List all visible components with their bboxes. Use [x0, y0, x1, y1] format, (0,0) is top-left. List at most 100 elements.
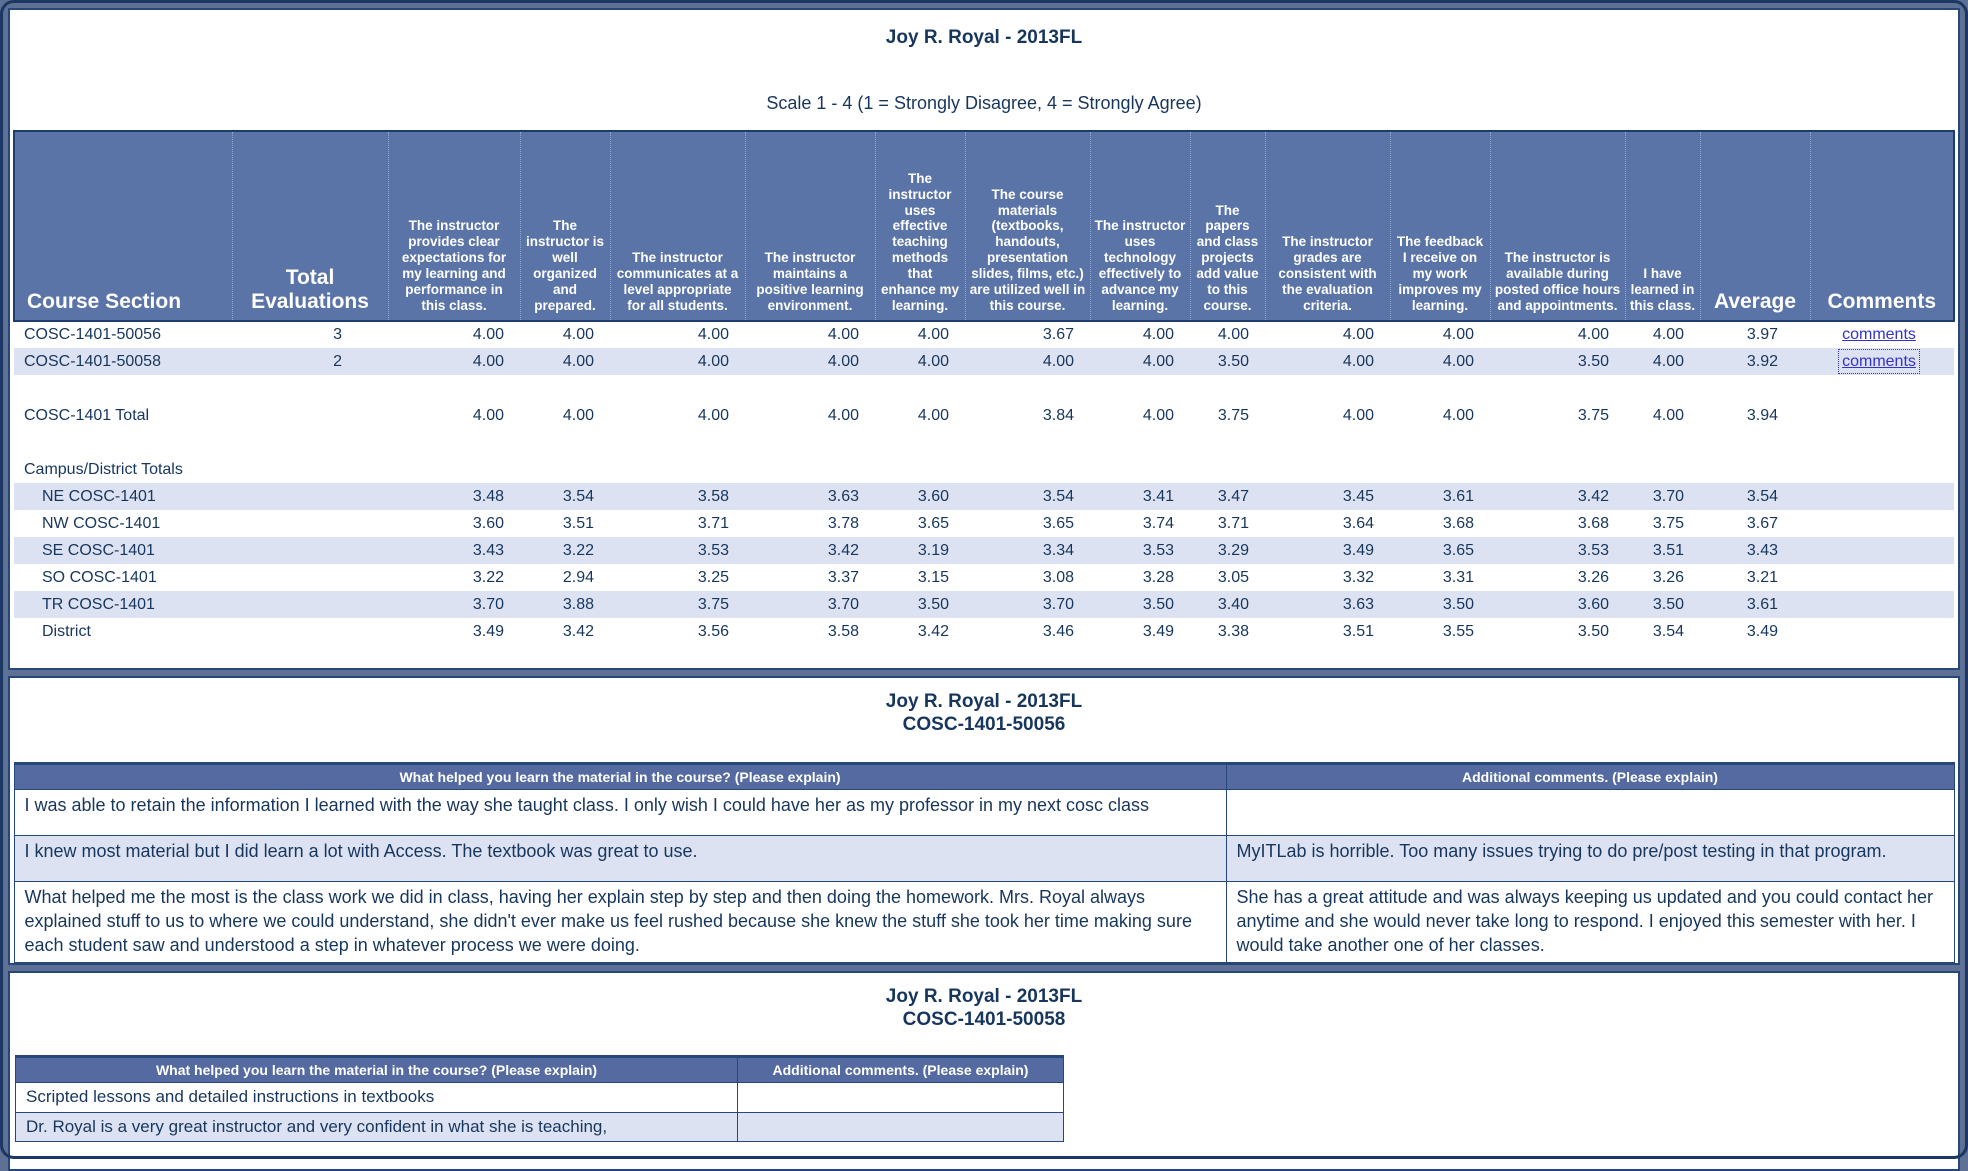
score-cell-q10: 4.00	[1442, 326, 1474, 343]
score-cell-q12: 3.54	[1652, 622, 1684, 640]
course-label: COSC-1401 Total	[24, 406, 150, 424]
additional-comment-cell	[1225, 789, 1955, 836]
score-cell-q2: 3.88	[520, 591, 610, 618]
section-row-50056: COSC-1401-50056 3 4.00 4.00 4.00 4.00 4.00 3.67…	[14, 321, 1954, 348]
score-cell-q2: 3.22	[520, 537, 610, 564]
comments-header-row: What helped you learn the material in th…	[13, 762, 1955, 790]
score-cell-q8: 3.50	[1190, 348, 1265, 375]
course-label: SO COSC-1401	[42, 568, 157, 586]
comments-body-50056: I was able to retain the information I l…	[13, 789, 1955, 963]
col-additional-comments: Additional comments. (Please explain)	[1225, 762, 1955, 790]
col-question-7: The instructor uses technology effective…	[1089, 130, 1190, 322]
score-cell-q10: 3.50	[1390, 591, 1490, 618]
comments-table-50058: What helped you learn the material in th…	[15, 1055, 1064, 1143]
evaluation-table: Course Section Total Evaluations The ins…	[13, 130, 1955, 645]
score-cell-q1: 3.70	[388, 591, 520, 618]
score-cell-q11: 3.75	[1577, 406, 1609, 424]
col-question-2: The instructor is well organized and pre…	[519, 130, 610, 322]
average-value: 3.21	[1746, 568, 1778, 586]
col-average: Average	[1699, 130, 1810, 322]
score-cell-q4: 4.00	[827, 406, 859, 424]
score-cell-q2: 4.00	[562, 326, 594, 343]
score-cell-q3: 4.00	[697, 406, 729, 424]
comments-link[interactable]: comments	[1842, 326, 1916, 343]
score-cell-q2: 3.51	[562, 514, 594, 532]
comments-cell	[1810, 618, 1954, 645]
score-cell-q4: 3.42	[745, 537, 875, 564]
score-cell-q12: 3.75	[1652, 514, 1684, 532]
score-cell-q10: 3.31	[1442, 568, 1474, 586]
score-cell-q8: 3.40	[1190, 591, 1265, 618]
score-cell-q12: 3.26	[1652, 568, 1684, 586]
col-question-6: The course materials (textbooks, handout…	[964, 130, 1090, 322]
score-cell-q11: 3.53	[1490, 537, 1625, 564]
average-value: 3.61	[1700, 591, 1810, 618]
score-cell-q4: 3.70	[745, 591, 875, 618]
score-cell-q6: 3.67	[1042, 326, 1074, 343]
comments-body-50058: Scripted lessons and detailed instructio…	[15, 1082, 1064, 1143]
score-cell-q4: 3.63	[745, 483, 875, 510]
score-cell-q2: 4.00	[562, 406, 594, 424]
score-cell-q7: 3.74	[1142, 514, 1174, 532]
score-cell-q5: 4.00	[917, 326, 949, 343]
score-cell-q4: 4.00	[827, 326, 859, 343]
score-cell-q12: 4.00	[1652, 406, 1684, 424]
score-cell-q9: 4.00	[1342, 326, 1374, 343]
campus-row: NW COSC-1401 3.60 3.51 3.71 3.78 3.65 3.65 3.74…	[14, 510, 1954, 537]
score-cell-q1: 4.00	[472, 406, 504, 424]
total-evaluations-value	[232, 510, 388, 537]
score-cell-q8: 3.71	[1217, 514, 1249, 532]
col-question-4: The instructor maintains a positive lear…	[744, 130, 875, 322]
score-cell-q6: 3.34	[965, 537, 1090, 564]
score-cell-q1: 3.48	[388, 483, 520, 510]
score-cell-q10: 3.68	[1442, 514, 1474, 532]
score-cell-q5: 4.00	[917, 406, 949, 424]
total-evaluations-value	[232, 537, 388, 564]
comment-row: Dr. Royal is a very great instructor and…	[15, 1111, 1064, 1143]
campus-row: SE COSC-1401 3.43 3.22 3.53 3.42 3.19 3.34 3.53…	[14, 537, 1954, 564]
course-label: COSC-1401-50056	[24, 326, 161, 343]
course-total-row: COSC-1401 Total 4.00 4.00 4.00 4.00 4.00 3.84 4…	[14, 402, 1954, 429]
average-value: 3.67	[1746, 514, 1778, 532]
score-cell-q6: 3.84	[1042, 406, 1074, 424]
score-cell-q11: 3.26	[1577, 568, 1609, 586]
score-cell-q9: 3.49	[1265, 537, 1390, 564]
comments-link[interactable]: comments	[1838, 348, 1920, 374]
comments-cell: comments	[1810, 348, 1954, 375]
col-question-1: The instructor provides clear expectatio…	[387, 130, 520, 322]
comments-cell	[1810, 564, 1954, 591]
score-cell-q10: 4.00	[1442, 406, 1474, 424]
score-cell-q7: 3.41	[1090, 483, 1190, 510]
helped-comment-cell: Dr. Royal is a very great instructor and…	[15, 1111, 738, 1143]
campus-district-totals-label: Campus/District Totals	[24, 460, 183, 478]
col-question-10: The feedback I receive on my work improv…	[1389, 130, 1490, 322]
comments-section-50056: Joy R. Royal - 2013FL COSC-1401-50056 Wh…	[8, 676, 1960, 965]
score-cell-q3: 3.71	[697, 514, 729, 532]
score-cell-q3: 4.00	[610, 348, 745, 375]
score-cell-q6: 4.00	[965, 348, 1090, 375]
score-cell-q7: 4.00	[1090, 348, 1190, 375]
score-cell-q12: 3.50	[1625, 591, 1700, 618]
course-label: District	[42, 622, 91, 640]
spacer-row	[14, 429, 1954, 456]
score-cell-q4: 4.00	[745, 348, 875, 375]
score-cell-q2: 4.00	[520, 348, 610, 375]
comments-cell	[1810, 402, 1954, 429]
score-cell-q9: 3.63	[1265, 591, 1390, 618]
score-cell-q11: 4.00	[1577, 326, 1609, 343]
score-cell-q10: 3.55	[1442, 622, 1474, 640]
score-cell-q9: 3.51	[1342, 622, 1374, 640]
col-question-12: I have learned in this class.	[1624, 130, 1700, 322]
score-cell-q9: 4.00	[1342, 406, 1374, 424]
score-cell-q7: 4.00	[1142, 406, 1174, 424]
total-evaluations-value: 2	[232, 348, 388, 375]
comments-header-row: What helped you learn the material in th…	[15, 1055, 1064, 1083]
score-cell-q5: 3.65	[917, 514, 949, 532]
average-value: 3.97	[1746, 326, 1778, 343]
score-cell-q3: 4.00	[697, 326, 729, 343]
score-cell-q11: 3.42	[1490, 483, 1625, 510]
average-value: 3.94	[1746, 406, 1778, 424]
total-evaluations-value	[232, 564, 388, 591]
campus-row: TR COSC-1401 3.70 3.88 3.75 3.70 3.50 3.70 3.50…	[14, 591, 1954, 618]
score-cell-q9: 3.64	[1342, 514, 1374, 532]
